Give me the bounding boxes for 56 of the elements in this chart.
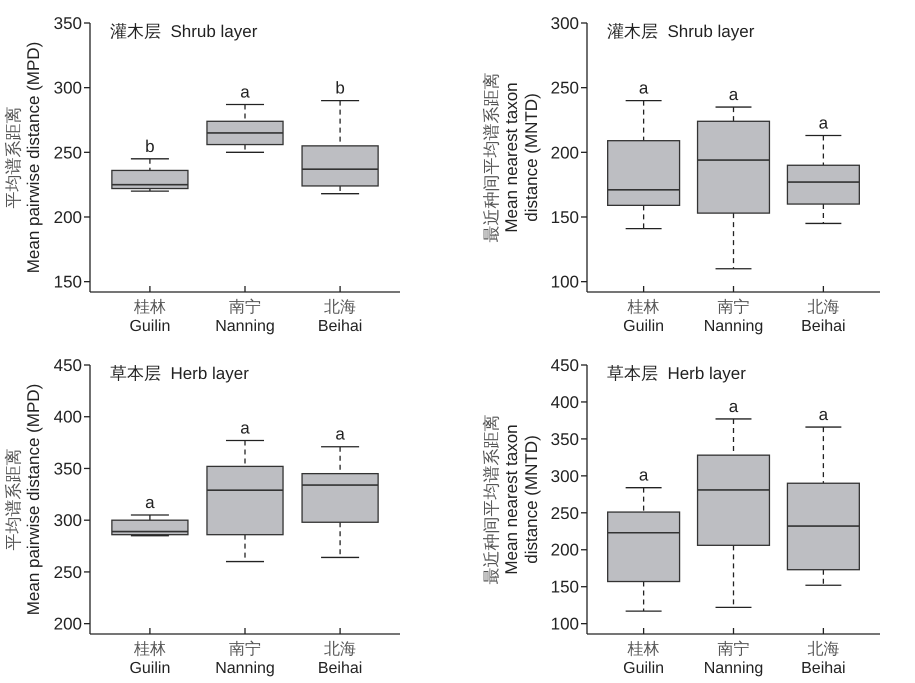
annotation: a (818, 405, 829, 424)
annotation: a (638, 466, 649, 485)
y-tick-label: 450 (54, 356, 82, 375)
annotation: a (240, 418, 250, 438)
y-tick-label: 300 (54, 78, 82, 98)
y-tick-label: 100 (550, 614, 579, 634)
chart-title: 草本层 Herb layer (110, 364, 250, 383)
annotation: b (145, 136, 155, 156)
chart-title: 灌木层 Shrub layer (110, 22, 258, 41)
y-tick-label: 150 (54, 272, 82, 292)
x-tick-label: 桂林 Guilin (129, 298, 170, 335)
y-tick-label: 450 (550, 356, 579, 375)
x-tick-label: 南宁 Nanning (215, 298, 275, 335)
x-tick-label: 北海 Beihai (318, 298, 362, 335)
y-axis-title: 平均谱系距离 Mean pairwise distance (MPD) (4, 384, 43, 616)
y-tick-label: 350 (54, 459, 82, 478)
y-tick-label: 250 (550, 78, 579, 98)
annotation: a (638, 78, 649, 98)
y-tick-label: 350 (54, 14, 82, 33)
y-tick-label: 300 (54, 511, 82, 530)
y-axis-title: 最近种间平均谱系距离 Mean nearest taxon distance (MNTD) (482, 414, 541, 584)
y-tick-label: 200 (550, 540, 579, 560)
y-tick-label: 250 (550, 504, 579, 523)
y-tick-label: 150 (550, 208, 579, 227)
y-tick-label: 300 (550, 14, 579, 33)
chart-title: 草本层 Herb layer (607, 364, 746, 383)
y-tick-label: 250 (54, 562, 82, 582)
annotation: b (335, 78, 345, 98)
y-tick-label: 350 (550, 430, 579, 449)
x-tick-label: 北海 Beihai (318, 640, 362, 677)
x-tick-label: 北海 Beihai (801, 298, 846, 335)
y-tick-label: 200 (54, 208, 82, 227)
y-tick-label: 200 (54, 614, 82, 634)
annotation: a (818, 114, 829, 133)
x-tick-label: 桂林 Guilin (623, 640, 664, 677)
y-tick-label: 300 (550, 466, 579, 486)
chart-title: 灌木层 Shrub layer (607, 22, 755, 41)
annotation: a (145, 493, 156, 512)
y-tick-label: 400 (54, 408, 82, 427)
x-tick-label: 桂林 Guilin (129, 640, 170, 677)
y-tick-label: 400 (550, 392, 579, 412)
annotation: a (240, 82, 250, 102)
x-tick-label: 南宁 Nanning (704, 298, 764, 335)
x-tick-label: 北海 Beihai (801, 640, 846, 677)
annotation: a (728, 85, 739, 104)
y-tick-label: 100 (550, 272, 579, 292)
y-axis-title: 最近种间平均谱系距离 Mean nearest taxon distance (MNTD) (482, 72, 541, 242)
x-tick-label: 桂林 Guilin (623, 298, 664, 335)
x-tick-label: 南宁 Nanning (215, 640, 275, 677)
y-tick-label: 250 (54, 143, 82, 162)
y-axis-title: 平均谱系距离 Mean pairwise distance (MPD) (4, 42, 43, 274)
y-tick-label: 150 (550, 578, 579, 597)
x-tick-label: 南宁 Nanning (704, 640, 764, 677)
annotation: a (335, 424, 346, 444)
y-tick-label: 200 (550, 143, 579, 162)
annotation: a (728, 396, 739, 416)
